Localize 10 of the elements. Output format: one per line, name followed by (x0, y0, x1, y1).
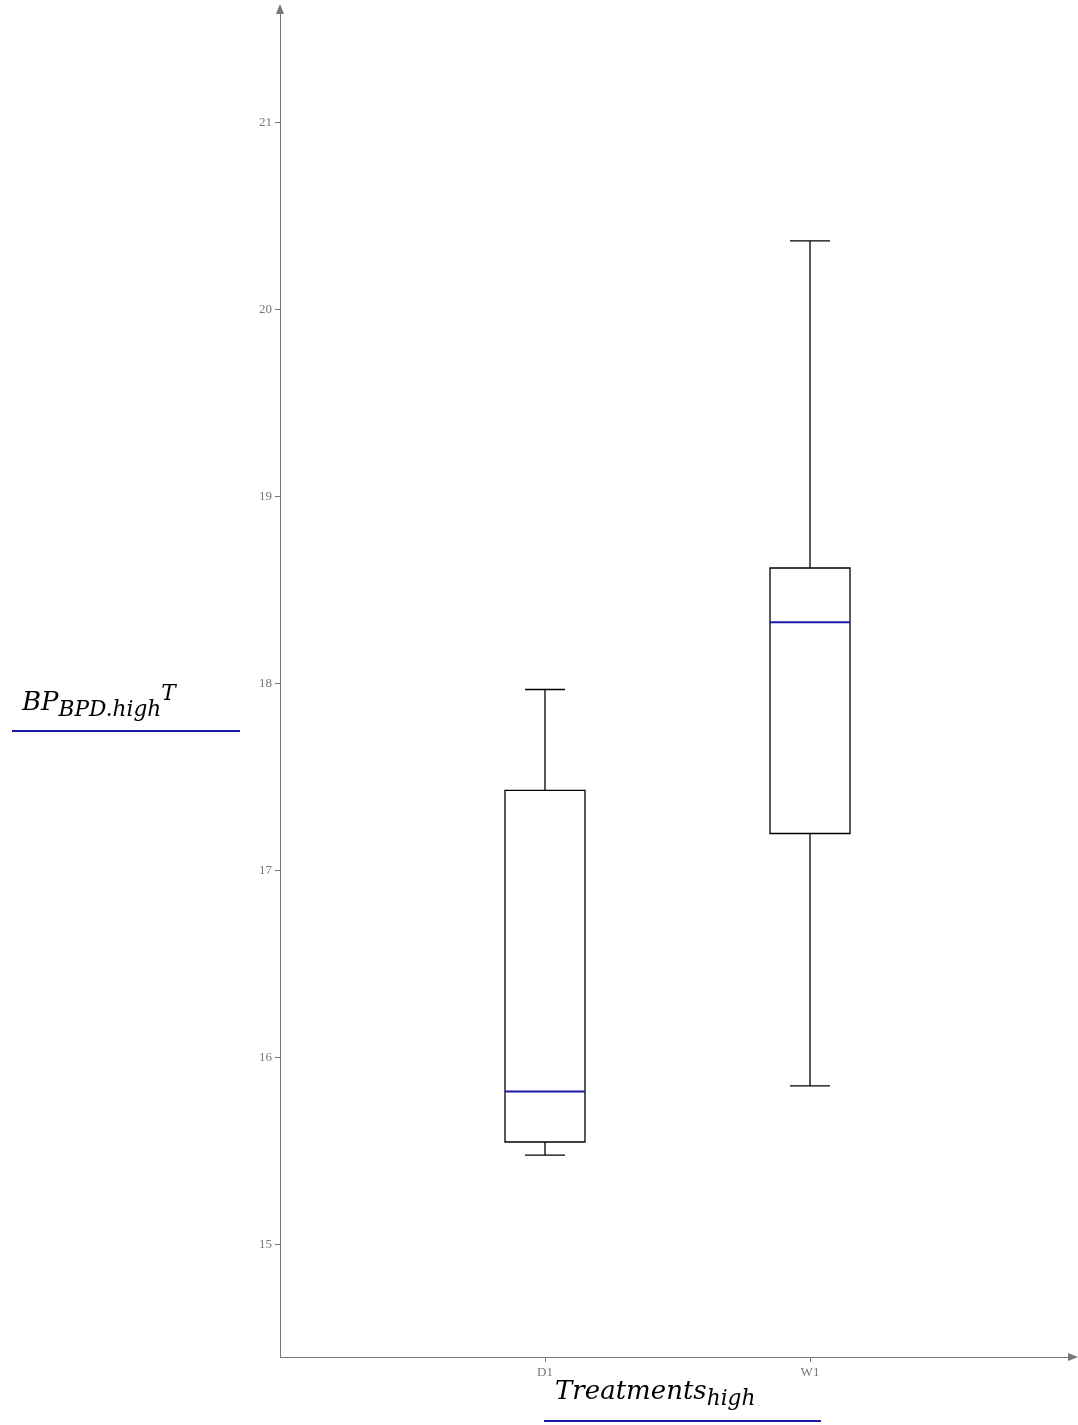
y-tick-label: 15 (259, 1236, 272, 1252)
y-tick-label: 18 (259, 675, 272, 691)
x-tick-label: W1 (800, 1364, 820, 1380)
y-tick-label: 20 (259, 301, 272, 317)
x-axis-title: Treatments$_{high}$ (555, 1375, 756, 1411)
y-tick-label: 19 (259, 488, 272, 504)
y-tick-label: 16 (259, 1049, 273, 1065)
y-tick-label: 21 (259, 114, 272, 130)
y-tick-label: 17 (259, 862, 273, 878)
x-tick-label: D1 (537, 1364, 553, 1380)
